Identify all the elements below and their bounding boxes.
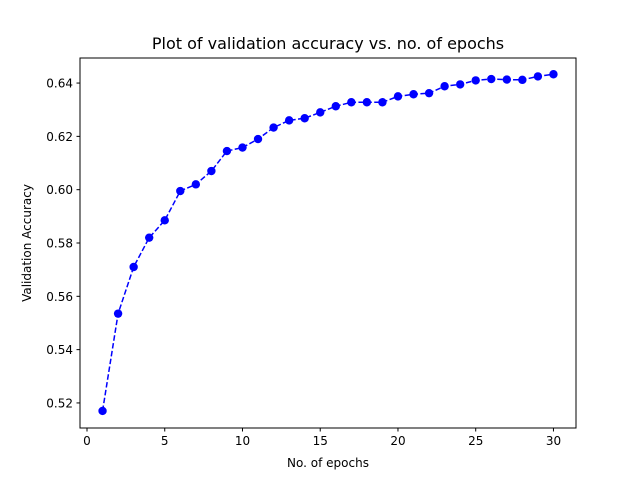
x-tick-label: 15 (313, 434, 328, 448)
data-point (129, 262, 138, 272)
data-point (331, 102, 340, 111)
chart-title: Plot of validation accuracy vs. no. of e… (152, 34, 504, 53)
x-tick-label: 25 (468, 434, 483, 448)
data-point (144, 233, 154, 242)
data-point (269, 123, 278, 132)
x-tick-label: 0 (83, 434, 91, 448)
data-point (362, 98, 372, 107)
plot-area (98, 70, 558, 416)
x-tick-label: 30 (546, 434, 561, 448)
data-point (113, 309, 123, 318)
x-tick-label: 5 (161, 434, 169, 448)
data-point (207, 166, 216, 176)
data-point (424, 88, 434, 98)
data-point (284, 116, 294, 125)
y-tick-label: 0.56 (46, 290, 73, 304)
y-tick-label: 0.52 (46, 396, 73, 410)
data-point (347, 98, 356, 107)
data-point (487, 74, 496, 84)
y-tick-label: 0.60 (46, 183, 73, 197)
data-point (455, 80, 465, 89)
y-tick-label: 0.62 (46, 130, 73, 144)
x-tick-label: 10 (235, 434, 250, 448)
data-point (222, 146, 232, 156)
data-point (176, 186, 185, 196)
data-point (160, 216, 169, 225)
data-point (378, 98, 387, 107)
y-tick-label: 0.54 (46, 343, 73, 357)
y-tick-label: 0.64 (46, 77, 73, 91)
data-point (238, 143, 247, 152)
y-axis-label: Validation Accuracy (20, 184, 34, 302)
data-point (471, 76, 480, 85)
data-point (549, 70, 558, 79)
y-tick-label: 0.58 (46, 237, 73, 251)
data-point (98, 406, 107, 416)
y-axis: 0.52 0.54 0.56 0.58 0.60 0.62 0.64 (46, 77, 80, 410)
data-point (300, 114, 309, 123)
x-axis-label: No. of epochs (287, 456, 369, 470)
data-point (316, 108, 325, 117)
data-point (502, 75, 512, 84)
x-tick-label: 20 (390, 434, 405, 448)
x-axis: 0 5 10 15 20 25 30 (83, 428, 561, 448)
data-point (518, 75, 527, 85)
data-point (440, 82, 449, 91)
data-point (191, 180, 201, 189)
data-point (533, 72, 543, 81)
data-point (393, 92, 403, 101)
data-point (409, 90, 418, 99)
data-point (253, 134, 263, 144)
